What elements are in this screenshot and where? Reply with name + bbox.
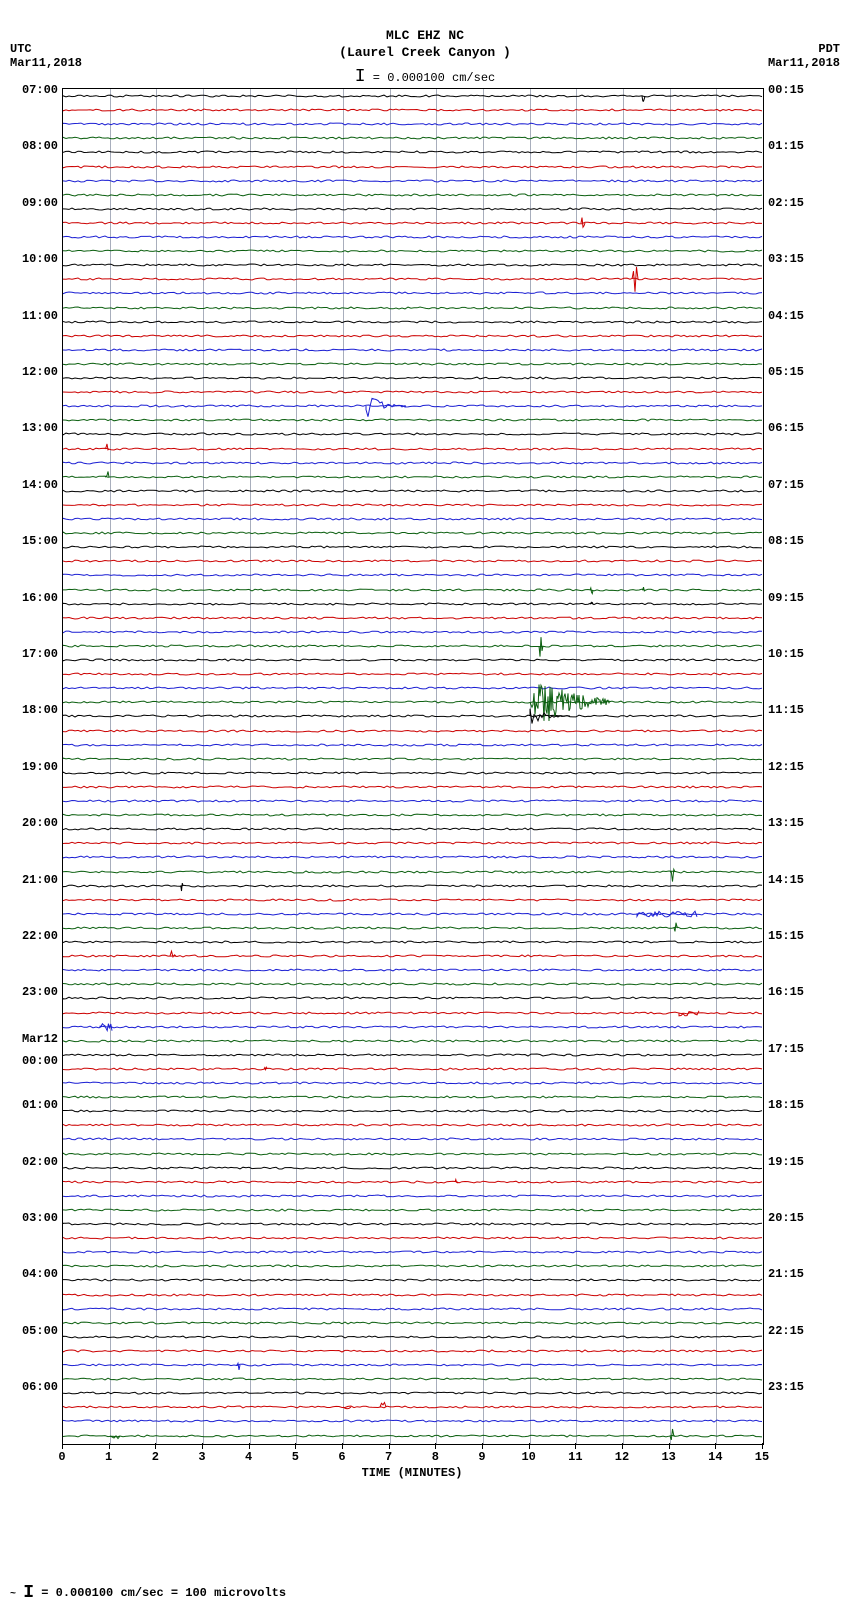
x-tick: 7 <box>374 1450 404 1464</box>
x-tick: 8 <box>420 1450 450 1464</box>
hour-label-right: 03:15 <box>768 252 823 266</box>
x-tick-mark <box>669 1443 670 1449</box>
hour-label-left: 01:00 <box>3 1098 58 1112</box>
hour-label-left: 10:00 <box>3 252 58 266</box>
hour-label-left: 04:00 <box>3 1267 58 1281</box>
x-tick-mark <box>575 1443 576 1449</box>
x-tick-mark <box>389 1443 390 1449</box>
hour-label-right: 09:15 <box>768 591 823 605</box>
hour-label-left: 07:00 <box>3 83 58 97</box>
hour-label-right: 01:15 <box>768 139 823 153</box>
hour-label-left: 23:00 <box>3 985 58 999</box>
hour-label-right: 19:15 <box>768 1155 823 1169</box>
x-tick: 5 <box>280 1450 310 1464</box>
hour-label-left: 14:00 <box>3 478 58 492</box>
x-tick: 13 <box>654 1450 684 1464</box>
footer-prefix: ~ <box>10 1589 16 1600</box>
hour-label-left: 09:00 <box>3 196 58 210</box>
hour-label-left: 00:00 <box>3 1054 58 1068</box>
hour-label-left: 17:00 <box>3 647 58 661</box>
timezone-left: UTC Mar11,2018 <box>10 42 82 70</box>
x-tick-mark <box>482 1443 483 1449</box>
hour-label-left: 12:00 <box>3 365 58 379</box>
x-tick-mark <box>249 1443 250 1449</box>
hour-label-left: 13:00 <box>3 421 58 435</box>
hour-label-right: 21:15 <box>768 1267 823 1281</box>
x-tick-mark <box>155 1443 156 1449</box>
hour-label-right: 00:15 <box>768 83 823 97</box>
hour-label-right: 05:15 <box>768 365 823 379</box>
tz-right-label: PDT <box>768 42 840 56</box>
tz-left-date: Mar11,2018 <box>10 56 82 70</box>
hour-label-right: 04:15 <box>768 309 823 323</box>
hour-label-right: 20:15 <box>768 1211 823 1225</box>
x-tick-mark <box>715 1443 716 1449</box>
hour-label-right: 07:15 <box>768 478 823 492</box>
hour-label-left: 20:00 <box>3 816 58 830</box>
x-tick-mark <box>529 1443 530 1449</box>
x-tick: 11 <box>560 1450 590 1464</box>
hour-label-left: 06:00 <box>3 1380 58 1394</box>
x-tick-mark <box>342 1443 343 1449</box>
seismogram-container: MLC EHZ NC (Laurel Creek Canyon ) I = 0.… <box>0 0 850 1613</box>
hour-label-left: 21:00 <box>3 873 58 887</box>
x-tick-mark <box>622 1443 623 1449</box>
x-tick: 10 <box>514 1450 544 1464</box>
hour-label-right: 15:15 <box>768 929 823 943</box>
hour-label-left: 19:00 <box>3 760 58 774</box>
hour-label-left: 22:00 <box>3 929 58 943</box>
hour-label-left: 18:00 <box>3 703 58 717</box>
station-location: (Laurel Creek Canyon ) <box>0 45 850 62</box>
hour-label-right: 13:15 <box>768 816 823 830</box>
x-tick: 14 <box>700 1450 730 1464</box>
hour-label-right: 06:15 <box>768 421 823 435</box>
hour-label-right: 22:15 <box>768 1324 823 1338</box>
x-tick: 15 <box>747 1450 777 1464</box>
header: MLC EHZ NC (Laurel Creek Canyon ) I = 0.… <box>0 28 850 89</box>
x-tick: 2 <box>140 1450 170 1464</box>
trace-row <box>63 1429 763 1443</box>
hour-label-left: 03:00 <box>3 1211 58 1225</box>
footer-scale-bar-icon: I <box>23 1583 34 1603</box>
hour-label-right: 18:15 <box>768 1098 823 1112</box>
tz-left-label: UTC <box>10 42 82 56</box>
x-tick-mark <box>435 1443 436 1449</box>
x-tick: 9 <box>467 1450 497 1464</box>
x-tick-mark <box>202 1443 203 1449</box>
hour-label-left: 02:00 <box>3 1155 58 1169</box>
hour-label-right: 16:15 <box>768 985 823 999</box>
hour-label-left: 15:00 <box>3 534 58 548</box>
hour-label-left: 16:00 <box>3 591 58 605</box>
hour-label-right: 11:15 <box>768 703 823 717</box>
x-tick: 1 <box>94 1450 124 1464</box>
x-axis-label: TIME (MINUTES) <box>62 1466 762 1480</box>
x-tick: 4 <box>234 1450 264 1464</box>
x-tick: 3 <box>187 1450 217 1464</box>
scale-value: = 0.000100 cm/sec <box>373 71 495 85</box>
x-tick-mark <box>295 1443 296 1449</box>
tz-right-date: Mar11,2018 <box>768 56 840 70</box>
hour-label-right: 10:15 <box>768 647 823 661</box>
hour-label-left: 05:00 <box>3 1324 58 1338</box>
hour-label-right: 02:15 <box>768 196 823 210</box>
x-tick: 12 <box>607 1450 637 1464</box>
hour-label-left: 11:00 <box>3 309 58 323</box>
hour-label-right: 12:15 <box>768 760 823 774</box>
hour-label-right: 23:15 <box>768 1380 823 1394</box>
x-tick-mark <box>62 1443 63 1449</box>
x-tick: 6 <box>327 1450 357 1464</box>
seismogram-plot: 07:0008:0009:0010:0011:0012:0013:0014:00… <box>62 88 764 1445</box>
station-code: MLC EHZ NC <box>0 28 850 45</box>
timezone-right: PDT Mar11,2018 <box>768 42 840 70</box>
hour-label-right: 17:15 <box>768 1042 823 1056</box>
x-tick-mark <box>109 1443 110 1449</box>
x-tick-mark <box>762 1443 763 1449</box>
hour-label-left: 08:00 <box>3 139 58 153</box>
hour-label-right: 08:15 <box>768 534 823 548</box>
hour-label-right: 14:15 <box>768 873 823 887</box>
hour-label-left: Mar12 <box>3 1032 58 1046</box>
footer-text: = 0.000100 cm/sec = 100 microvolts <box>41 1586 286 1600</box>
footer-scale: ~ I = 0.000100 cm/sec = 100 microvolts <box>10 1583 286 1603</box>
x-tick: 0 <box>47 1450 77 1464</box>
